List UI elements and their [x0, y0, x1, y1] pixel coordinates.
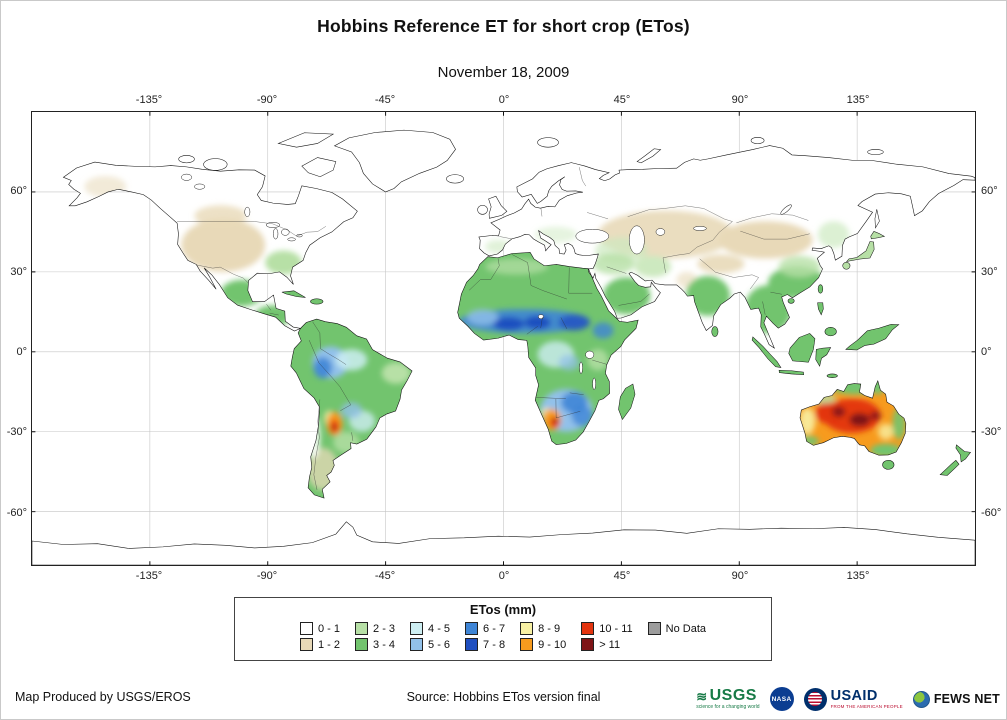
usgs-name: USGS: [709, 687, 757, 704]
lat-label-left-1: 60°: [10, 185, 27, 197]
legend-swatch: [300, 622, 313, 635]
usaid-tagline: FROM THE AMERICAN PEOPLE: [830, 703, 903, 709]
lat-label-right-4: -30°: [981, 426, 1002, 438]
page-title: Hobbins Reference ET for short crop (ETo…: [317, 16, 690, 36]
lon-label-bottom-7: 135°: [846, 570, 870, 582]
legend-swatch: [581, 622, 595, 635]
frame-ticks: [32, 112, 975, 565]
legend-label: 4 - 5: [428, 622, 451, 635]
usaid-seal-icon: [803, 687, 827, 711]
legend-item: 5 - 6: [410, 638, 450, 651]
lon-label-bottom-3: -45°: [374, 570, 396, 582]
legend-label: 1 - 2: [318, 638, 341, 651]
usaid-logo: USAID FROM THE AMERICAN PEOPLE: [803, 687, 903, 711]
legend-label: > 11: [599, 638, 621, 651]
lon-label-bottom-1: -135°: [135, 570, 163, 582]
lat-label-left-4: -30°: [6, 426, 27, 438]
legend-label: 9 - 10: [538, 638, 567, 651]
legend-item: 2 - 3: [355, 622, 395, 635]
lon-label-bottom-5: 45°: [613, 570, 631, 582]
antarctica-coast: [32, 521, 975, 565]
islands: [178, 132, 972, 476]
usgs-logo: ≋ USGS science for a changing world: [696, 688, 759, 710]
lon-label-top-4: 0°: [498, 94, 510, 106]
nasa-logo-icon: NASA: [769, 687, 794, 711]
legend-item: No Data: [647, 622, 706, 635]
lon-label-bottom-6: 90°: [731, 570, 749, 582]
lat-label-right-3: 0°: [981, 346, 992, 358]
lon-label-top-5: 45°: [613, 94, 631, 106]
partner-logos: ≋ USGS science for a changing world NASA…: [696, 683, 1000, 715]
usaid-name: USAID: [830, 688, 878, 704]
usgs-wave-icon: ≋: [696, 688, 708, 704]
legend-label: 10 - 11: [599, 622, 633, 635]
country-borders: [177, 167, 810, 490]
legend-item: 0 - 1: [300, 622, 340, 635]
legend-item: 3 - 4: [355, 638, 395, 651]
world-map: [32, 112, 975, 565]
lon-label-top-2: -90°: [256, 94, 278, 106]
nasa-name: NASA: [771, 695, 792, 703]
usgs-tagline: science for a changing world: [696, 704, 760, 710]
map-area: [31, 111, 976, 566]
legend-swatch: [465, 638, 479, 651]
legend-swatch: [410, 638, 424, 651]
lon-label-bottom-2: -90°: [256, 570, 278, 582]
legend-swatch: [520, 622, 534, 635]
legend-label: 3 - 4: [373, 638, 396, 651]
lon-label-top-3: -45°: [374, 94, 396, 106]
lat-label-left-3: 0°: [16, 346, 27, 358]
legend-swatch: [355, 638, 369, 651]
legend-box: ETos (mm) 0 - 1 1 - 2 2 - 3 3 - 4 4 - 5 …: [234, 597, 772, 661]
footer-source: Source: Hobbins ETos version final: [406, 690, 601, 704]
lat-label-right-2: 30°: [981, 266, 998, 278]
lat-label-right-1: 60°: [981, 185, 998, 197]
legend-swatch: [520, 638, 534, 651]
legend-label: 0 - 1: [318, 622, 341, 635]
legend-swatch: [355, 622, 369, 635]
et-data-overlay: [84, 175, 906, 491]
legend-item: 6 - 7: [465, 622, 505, 635]
lon-label-bottom-4: 0°: [498, 570, 510, 582]
lat-label-left-5: -60°: [6, 507, 27, 519]
legend-label: No Data: [665, 622, 706, 635]
legend-item: 9 - 10: [520, 638, 566, 651]
lon-label-top-1: -135°: [135, 94, 163, 106]
lon-label-top-6: 90°: [731, 94, 749, 106]
fewsnet-logo: FEWS NET: [912, 690, 1000, 708]
legend-label: 7 - 8: [483, 638, 506, 651]
legend-grid: 0 - 1 1 - 2 2 - 3 3 - 4 4 - 5 5 - 6 6 - …: [235, 622, 771, 651]
legend-swatch: [465, 622, 479, 635]
legend-swatch: [410, 622, 424, 635]
fewsnet-name: FEWS NET: [933, 692, 1000, 706]
legend-title: ETos (mm): [469, 602, 537, 617]
legend-item: 1 - 2: [300, 638, 340, 651]
fewsnet-globe-icon: [912, 690, 930, 708]
lakes: [181, 173, 792, 390]
legend-item: 4 - 5: [410, 622, 450, 635]
page-subtitle: November 18, 2009: [437, 64, 570, 81]
legend-item: 7 - 8: [465, 638, 505, 651]
lat-label-left-2: 30°: [10, 266, 27, 278]
legend-item: 10 - 11: [581, 622, 633, 635]
legend-swatch: [647, 622, 661, 635]
legend-label: 5 - 6: [428, 638, 451, 651]
legend-label: 6 - 7: [483, 622, 506, 635]
legend-label: 2 - 3: [373, 622, 396, 635]
legend-item: 8 - 9: [520, 622, 560, 635]
legend-swatch: [300, 638, 313, 651]
legend-label: 8 - 9: [538, 622, 561, 635]
legend-swatch: [581, 638, 595, 651]
lat-label-right-5: -60°: [981, 507, 1002, 519]
legend-item: > 11: [581, 638, 620, 651]
lon-label-top-7: 135°: [846, 94, 870, 106]
footer-produced-by: Map Produced by USGS/EROS: [15, 690, 191, 704]
